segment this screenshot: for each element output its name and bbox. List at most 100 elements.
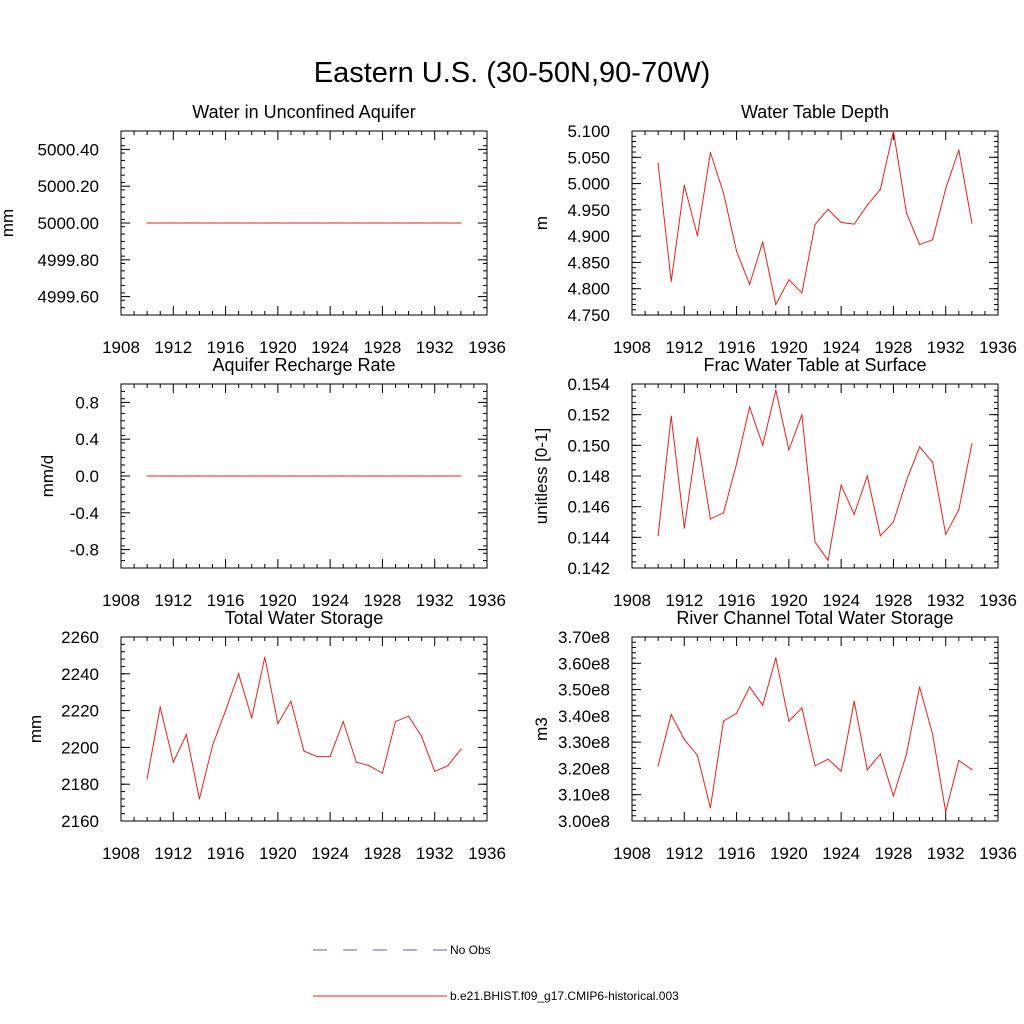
x-tick-label: 1936: [468, 844, 506, 863]
data-point: [879, 753, 881, 755]
y-tick-label: 2240: [61, 665, 99, 684]
plot-frame: [631, 130, 999, 316]
data-point: [407, 222, 410, 224]
x-tick-label: 1936: [468, 591, 506, 610]
data-point: [657, 535, 659, 537]
data-point: [853, 700, 855, 703]
data-point: [251, 717, 253, 719]
series-line: [657, 130, 973, 306]
data-point: [381, 475, 384, 477]
data-point: [172, 222, 174, 224]
data-point: [853, 223, 855, 225]
y-tick-label: 4.800: [567, 280, 610, 299]
data-point: [277, 475, 279, 477]
x-tick-label: 1936: [979, 338, 1017, 357]
data-point: [224, 222, 227, 224]
y-tick-label: 5000.40: [38, 140, 99, 159]
data-point: [788, 720, 790, 722]
y-tick-label: 0.154: [567, 375, 610, 394]
data-point: [159, 706, 161, 708]
y-tick-label: 3.70e8: [558, 628, 610, 647]
x-tick-label: 1936: [468, 338, 506, 357]
data-point: [211, 475, 214, 477]
y-tick-label: 2180: [61, 775, 99, 794]
data-point: [407, 475, 410, 477]
data-point: [775, 657, 777, 659]
data-point: [827, 208, 829, 210]
x-tick-label: 1932: [416, 591, 454, 610]
y-axis-label: mm: [0, 209, 17, 237]
y-tick-label: 0.150: [567, 436, 610, 455]
data-point: [355, 222, 357, 224]
y-tick-label: 3.00e8: [558, 812, 610, 831]
data-point: [670, 280, 672, 282]
y-axis-label: m3: [532, 717, 551, 741]
data-point: [892, 521, 895, 523]
data-point: [945, 533, 947, 535]
y-axis-label: mm/d: [38, 455, 57, 498]
x-tick-label: 1936: [979, 844, 1017, 863]
data-point: [971, 769, 973, 771]
panel-title: Water in Unconfined Aquifer: [192, 102, 415, 122]
x-tick-label: 1936: [979, 591, 1017, 610]
x-tick-label: 1912: [665, 844, 703, 863]
x-tick-label: 1916: [207, 591, 245, 610]
data-point: [329, 475, 331, 477]
series-line: [657, 389, 973, 562]
x-tick-label: 1916: [718, 844, 756, 863]
x-tick-label: 1908: [102, 338, 140, 357]
data-point: [696, 437, 698, 439]
x-tick-label: 1928: [364, 844, 402, 863]
data-point: [749, 406, 751, 408]
data-point: [277, 722, 279, 725]
x-tick-label: 1920: [770, 844, 808, 863]
data-point: [447, 475, 449, 477]
data-point: [918, 446, 921, 448]
data-point: [421, 735, 423, 737]
data-point: [905, 480, 908, 482]
x-tick-label: 1920: [259, 338, 297, 357]
data-point: [866, 475, 868, 477]
data-point: [866, 204, 868, 206]
data-point: [866, 769, 868, 771]
data-point: [251, 475, 253, 477]
data-point: [264, 656, 266, 658]
data-point: [958, 509, 960, 511]
panel-title: Aquifer Recharge Rate: [212, 355, 395, 375]
legend-label-no-obs: No Obs: [450, 943, 491, 957]
data-point: [749, 686, 751, 688]
y-tick-label: 0.8: [75, 393, 99, 412]
panel-title: Frac Water Table at Surface: [703, 355, 926, 375]
data-point: [709, 807, 712, 809]
x-tick-label: 1916: [718, 338, 756, 357]
data-point: [932, 461, 934, 463]
data-point: [762, 704, 764, 706]
x-tick-label: 1908: [613, 591, 651, 610]
data-point: [368, 765, 370, 767]
data-point: [814, 541, 816, 543]
data-point: [198, 798, 201, 800]
data-point: [146, 778, 148, 780]
plot-frame: [631, 636, 999, 822]
y-tick-label: 3.60e8: [558, 654, 610, 673]
data-point: [290, 475, 292, 477]
x-tick-label: 1924: [822, 844, 860, 863]
data-point: [303, 475, 305, 477]
y-tick-label: 4999.80: [38, 251, 99, 270]
y-tick-label: 3.30e8: [558, 733, 610, 752]
chart-panel-river-channel-total-water-storage: River Channel Total Water Storage m3 1908 1…: [532, 608, 1017, 863]
data-point: [775, 303, 777, 306]
data-point: [172, 475, 174, 477]
data-point: [683, 527, 685, 529]
data-point: [918, 686, 921, 688]
data-point: [185, 222, 187, 224]
data-point: [342, 721, 344, 723]
data-point: [264, 475, 266, 477]
figure-title: Eastern U.S. (30-50N,90-70W): [314, 57, 710, 89]
y-tick-label: 0.152: [567, 406, 610, 425]
data-point: [146, 222, 148, 224]
data-point: [355, 475, 357, 477]
y-axis-label: mm: [26, 715, 45, 743]
data-point: [316, 756, 318, 758]
x-tick-label: 1928: [364, 338, 402, 357]
